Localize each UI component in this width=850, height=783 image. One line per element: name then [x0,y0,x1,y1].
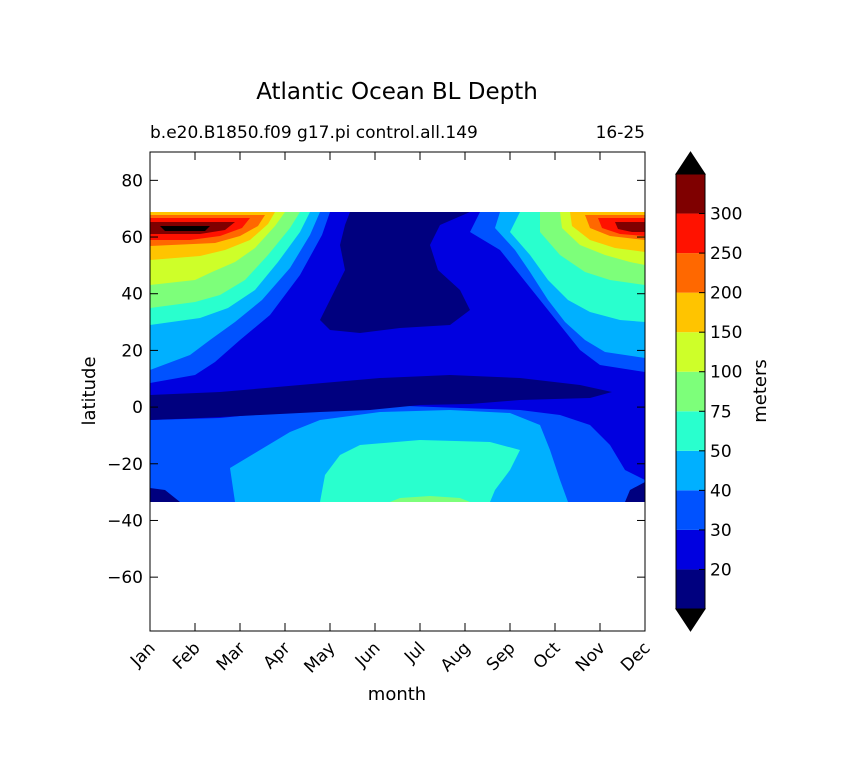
contour-10-20-sw [150,488,180,502]
y-tick-label: 0 [132,398,143,418]
colorbar-segment [676,569,705,609]
colorbar-tick-label: 150 [710,323,742,343]
colorbar-tick-label: 100 [710,363,742,383]
colorbar-segment [676,411,705,451]
x-tick-label: Jan [126,638,159,671]
colorbar-tick-label: 50 [710,442,732,462]
contour-50-75-south [320,440,520,502]
chart-title: Atlantic Ocean BL Depth [256,79,538,105]
contour-300-350-east [615,222,645,232]
x-tick-label: Dec [617,638,654,675]
colorbar-segment [676,371,705,412]
plot-frame [149,151,646,632]
contour-75-100-south [390,496,470,502]
colorbar-segment [676,450,705,491]
chart-subtitle-right: 16-25 [596,123,645,143]
colorbar: 20 30 40 50 75 100 150 200 250 300 [675,151,742,632]
contour-10-20-summer [320,212,470,333]
x-tick-label: May [301,638,340,677]
y-tick-label: 60 [121,228,143,248]
y-tick-label: −40 [107,511,143,531]
y-axis-label: latitude [79,356,100,425]
y-tick-label: −20 [107,455,143,475]
colorbar-label: meters [750,359,771,423]
colorbar-over-arrow [675,151,706,175]
y-tick-label: 20 [121,341,143,361]
x-tick-label: Feb [169,638,204,673]
contour-10-20-se [625,482,645,502]
colorbar-tick-label: 40 [710,481,732,501]
colorbar-tick-label: 75 [710,402,732,422]
colorbar-segment [676,213,705,254]
x-tick-label: Aug [437,638,475,676]
y-axis: 80 60 40 20 0 −20 −40 −60 [107,171,645,588]
colorbar-frame [675,173,706,610]
contour-over-350 [160,226,210,231]
colorbar-segment [676,174,705,214]
chart-subtitle-left: b.e20.B1850.f09 g17.pi control.all.149 [150,123,478,143]
contour-field [150,212,645,502]
colorbar-segment [676,292,705,333]
y-tick-label: 40 [121,285,143,305]
colorbar-under-arrow [675,608,706,632]
colorbar-segment [676,332,705,372]
colorbar-segment [676,529,705,570]
y-tick-label: 80 [121,171,143,191]
y-tick-label: −60 [107,568,143,588]
colorbar-tick-label: 20 [710,560,732,580]
x-tick-label: Sep [483,638,520,675]
x-tick-label: Nov [572,638,610,676]
colorbar-tick-label: 200 [710,284,742,304]
colorbar-tick-label: 30 [710,521,732,541]
x-tick-label: Oct [530,638,565,673]
x-tick-label: Mar [213,638,250,675]
x-tick-label: Apr [260,638,295,673]
colorbar-segment [676,253,705,293]
colorbar-tick-label: 250 [710,244,742,264]
colorbar-segment [676,490,705,530]
x-tick-label: Jun [351,638,385,672]
x-tick-label: Jul [400,638,429,667]
contour-10-20-equator [150,375,612,420]
x-axis-label: month [368,684,426,705]
colorbar-tick-label: 300 [710,205,742,225]
